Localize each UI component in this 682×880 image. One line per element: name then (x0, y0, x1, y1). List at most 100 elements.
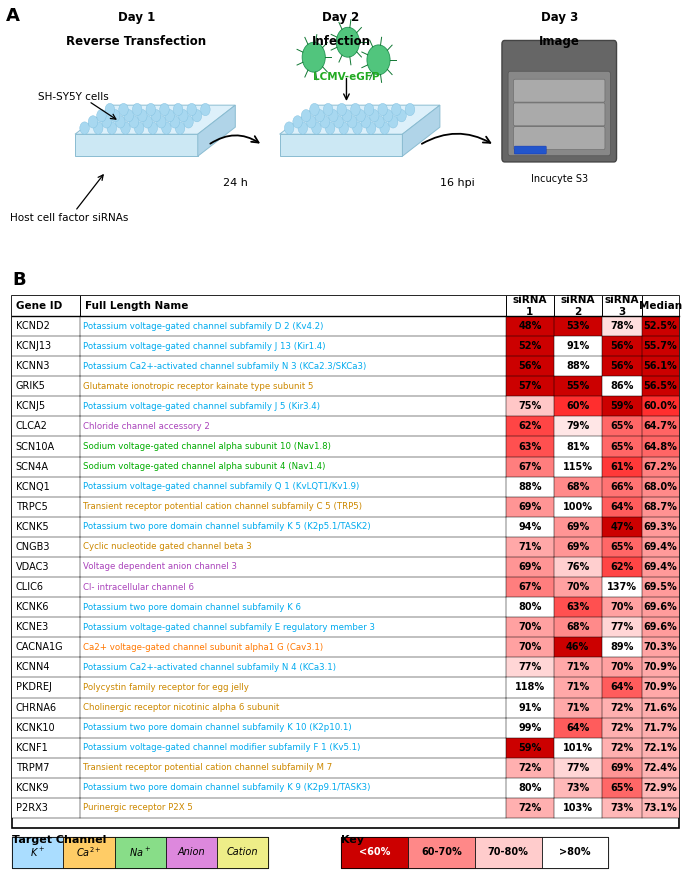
Text: CACNA1G: CACNA1G (16, 642, 63, 652)
Bar (602, 496, 642, 517)
Text: $Ca^{2+}$: $Ca^{2+}$ (76, 846, 102, 860)
Text: siRNA
1: siRNA 1 (513, 295, 547, 317)
FancyArrowPatch shape (210, 136, 258, 143)
Bar (554, 557, 602, 577)
Bar (506, 377, 554, 396)
Bar (554, 678, 602, 698)
Text: Potassium two pore domain channel subfamily K 10 (K2p10.1): Potassium two pore domain channel subfam… (83, 723, 352, 732)
Text: 69%: 69% (518, 502, 542, 512)
Bar (554, 778, 602, 798)
Bar (554, 416, 602, 436)
Bar (554, 457, 602, 477)
FancyBboxPatch shape (514, 127, 605, 150)
Text: Potassium voltage-gated channel modifier subfamily F 1 (Kv5.1): Potassium voltage-gated channel modifier… (83, 744, 361, 752)
Text: Transient receptor potential cation channel subfamily C 5 (TRP5): Transient receptor potential cation chan… (83, 502, 362, 511)
Text: 94%: 94% (518, 522, 542, 532)
Circle shape (192, 109, 202, 121)
Bar (506, 356, 554, 377)
Text: KCND2: KCND2 (16, 321, 50, 331)
Bar (12, 678, 679, 698)
Bar (602, 517, 642, 537)
Bar (602, 377, 642, 396)
Text: Potassium voltage-gated channel subfamily D 2 (Kv4.2): Potassium voltage-gated channel subfamil… (83, 321, 323, 331)
Bar (642, 537, 679, 557)
Bar (642, 436, 679, 457)
Bar (506, 396, 554, 416)
Bar (642, 577, 679, 598)
Text: 69.5%: 69.5% (644, 582, 677, 592)
Bar (12, 778, 679, 798)
Text: Median: Median (639, 301, 682, 311)
Text: 52.5%: 52.5% (644, 321, 677, 331)
Text: 91%: 91% (518, 702, 542, 713)
Bar (602, 356, 642, 377)
Circle shape (347, 115, 357, 128)
Bar (642, 617, 679, 637)
Bar (554, 356, 602, 377)
Text: 57%: 57% (518, 381, 542, 392)
Text: 69.6%: 69.6% (644, 622, 677, 632)
Bar (554, 598, 602, 617)
Text: VDAC3: VDAC3 (16, 562, 49, 572)
Text: 81%: 81% (566, 442, 589, 451)
Circle shape (156, 115, 166, 128)
Text: 70.9%: 70.9% (644, 683, 677, 693)
Bar (63, 837, 115, 868)
Circle shape (187, 103, 196, 115)
Bar (408, 837, 475, 868)
Circle shape (97, 109, 106, 121)
Text: KCNJ13: KCNJ13 (16, 341, 51, 351)
Bar (341, 837, 408, 868)
Circle shape (353, 122, 362, 134)
Bar (506, 517, 554, 537)
Circle shape (201, 103, 210, 115)
Bar (12, 837, 268, 868)
Text: 73%: 73% (610, 803, 634, 813)
Bar (602, 537, 642, 557)
Text: 64%: 64% (566, 722, 589, 733)
Polygon shape (280, 105, 440, 134)
Bar (506, 557, 554, 577)
Circle shape (312, 122, 321, 134)
Text: TRPM7: TRPM7 (16, 763, 49, 773)
Circle shape (370, 109, 379, 121)
Text: 60.0%: 60.0% (644, 401, 677, 411)
Text: 71%: 71% (518, 542, 542, 552)
Bar (602, 557, 642, 577)
Circle shape (293, 115, 302, 128)
Circle shape (132, 103, 142, 115)
Text: Reverse Transfection: Reverse Transfection (66, 35, 207, 48)
Bar (12, 336, 679, 356)
Bar (642, 778, 679, 798)
FancyBboxPatch shape (508, 71, 610, 156)
Text: 77%: 77% (518, 663, 542, 672)
Text: 65%: 65% (610, 422, 634, 431)
Text: Cation: Cation (226, 847, 258, 857)
Text: Transient receptor potential cation channel subfamily M 7: Transient receptor potential cation chan… (83, 763, 332, 773)
Circle shape (339, 122, 349, 134)
Bar (12, 396, 679, 416)
Bar (12, 517, 679, 537)
Text: KCNJ5: KCNJ5 (16, 401, 45, 411)
Bar (642, 717, 679, 737)
Circle shape (325, 122, 335, 134)
Text: 72.9%: 72.9% (644, 783, 677, 793)
Bar (554, 496, 602, 517)
Text: 71%: 71% (566, 683, 589, 693)
Text: 66%: 66% (610, 481, 634, 492)
Text: LCMV-eGFP: LCMV-eGFP (313, 72, 380, 82)
Bar (506, 678, 554, 698)
Bar (506, 537, 554, 557)
Text: Polycystin family receptor for egg jelly: Polycystin family receptor for egg jelly (83, 683, 249, 692)
Circle shape (333, 115, 343, 128)
Text: 60-70%: 60-70% (421, 847, 462, 857)
Bar (506, 778, 554, 798)
Text: Day 3: Day 3 (541, 11, 578, 24)
Text: 64.7%: 64.7% (644, 422, 677, 431)
Bar (642, 336, 679, 356)
Text: 77%: 77% (566, 763, 589, 773)
Text: 70.3%: 70.3% (644, 642, 677, 652)
Bar (642, 737, 679, 758)
Circle shape (105, 103, 115, 115)
Bar (115, 837, 166, 868)
